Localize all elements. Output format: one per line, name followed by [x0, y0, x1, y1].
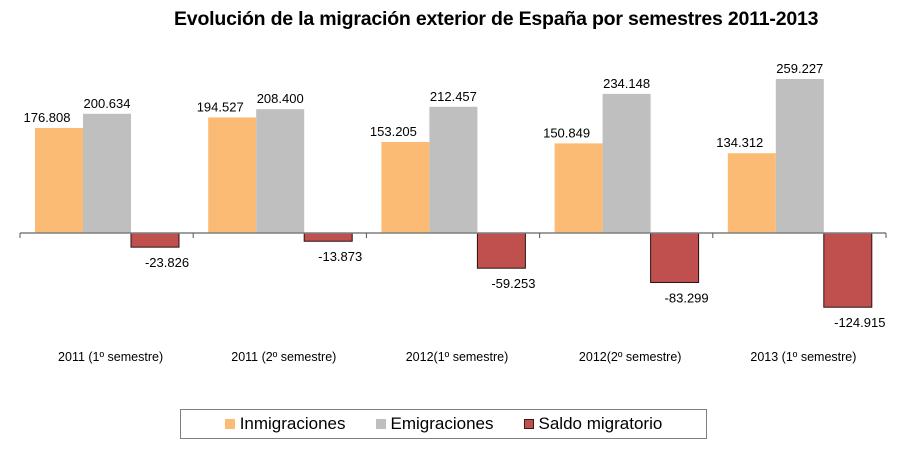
data-label-saldo-migratorio-4: -124.915 — [834, 315, 885, 330]
data-label-saldo-migratorio-1: -13.873 — [318, 249, 362, 264]
bar-inmigraciones-1 — [208, 117, 257, 233]
data-label-emigraciones-0: 200.634 — [84, 96, 131, 111]
legend-swatch-inmigraciones — [224, 419, 235, 429]
legend-item-saldo-migratorio: Saldo migratorio — [523, 414, 663, 434]
legend-item-inmigraciones: Inmigraciones — [224, 414, 346, 434]
data-label-inmigraciones-0: 176.808 — [24, 110, 71, 125]
data-label-saldo-migratorio-2: -59.253 — [491, 276, 535, 291]
data-label-inmigraciones-3: 150.849 — [543, 125, 590, 140]
x-tick-label-3: 2012(2º semestre) — [579, 350, 682, 364]
x-tick-label-1: 2011 (2º semestre) — [231, 350, 336, 364]
bar-emigraciones-0 — [83, 113, 131, 233]
bar-inmigraciones-2 — [381, 141, 430, 233]
bar-inmigraciones-4 — [727, 153, 776, 233]
bar-inmigraciones-3 — [554, 143, 603, 233]
bar-saldo-migratorio-2 — [476, 232, 526, 269]
legend-swatch-saldo-migratorio — [523, 419, 534, 429]
x-tick-label-0: 2011 (1º semestre) — [58, 350, 163, 364]
legend-swatch-emigraciones — [375, 419, 386, 429]
bar-saldo-migratorio-4 — [823, 232, 873, 308]
chart-title: Evolución de la migración exterior de Es… — [174, 8, 819, 30]
bar-saldo-migratorio-1 — [303, 232, 353, 242]
data-label-emigraciones-3: 234.148 — [603, 76, 650, 91]
legend-label-emigraciones: Emigraciones — [390, 414, 494, 433]
bar-inmigraciones-0 — [35, 127, 83, 233]
data-label-emigraciones-4: 259.227 — [776, 61, 823, 76]
data-label-inmigraciones-1: 194.527 — [197, 99, 244, 114]
legend-label-inmigraciones: Inmigraciones — [239, 414, 346, 433]
data-label-inmigraciones-4: 134.312 — [716, 135, 763, 150]
bar-emigraciones-2 — [429, 106, 478, 233]
legend: Inmigraciones Emigraciones Saldo migrato… — [180, 409, 707, 439]
data-label-emigraciones-2: 212.457 — [430, 89, 477, 104]
x-tick-label-4: 2013 (1º semestre) — [750, 350, 856, 364]
bar-saldo-migratorio-0 — [130, 232, 180, 248]
data-label-saldo-migratorio-0: -23.826 — [145, 255, 189, 270]
data-label-emigraciones-1: 208.400 — [257, 91, 304, 106]
x-tick-label-2: 2012(1º semestre) — [406, 350, 509, 364]
legend-label-saldo-migratorio: Saldo migratorio — [538, 414, 663, 433]
bar-emigraciones-4 — [775, 79, 824, 233]
legend-item-emigraciones: Emigraciones — [375, 414, 494, 434]
bar-saldo-migratorio-3 — [650, 232, 700, 283]
bar-emigraciones-1 — [256, 109, 305, 233]
data-label-saldo-migratorio-3: -83.299 — [665, 290, 709, 305]
bar-emigraciones-3 — [602, 93, 651, 234]
data-label-inmigraciones-2: 153.205 — [370, 124, 417, 139]
